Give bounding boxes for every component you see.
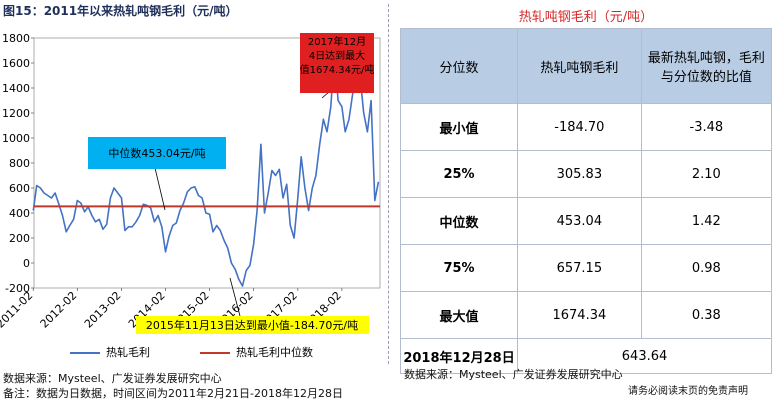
- row-label: 75%: [399, 244, 519, 292]
- legend-item-median: 热轧毛利中位数: [200, 344, 313, 360]
- max-annotation-line: 值1674.34元/吨: [300, 63, 375, 76]
- header-margin: 热轧吨钢毛利: [517, 28, 642, 104]
- y-tick-label: 1200: [2, 107, 30, 120]
- y-tick-label: 800: [9, 157, 30, 170]
- row-label: 最大值: [399, 291, 519, 339]
- latest-date: 2018年12月28日: [399, 338, 519, 374]
- row-ratio: 2.10: [640, 150, 773, 198]
- latest-value: 643.64: [517, 338, 772, 374]
- y-tick-label: 400: [9, 207, 30, 220]
- y-tick-label: 1600: [2, 57, 30, 70]
- row-value: 1674.34: [517, 291, 642, 339]
- max-annotation-line: 2017年12月: [308, 35, 366, 48]
- line-chart: -200 0 200 400 600 800 1000 1200 1400 1600 1800 201…: [0, 32, 381, 334]
- left-note: 备注：数据为日数据，时间区间为2011年2月21日-2018年12月28日: [3, 387, 343, 400]
- y-tick-label: 1800: [2, 32, 30, 45]
- x-tick-label: 2011-02: [0, 289, 35, 331]
- right-source: 数据来源：Mysteel、广发证券发展研究中心: [404, 368, 623, 381]
- max-annotation-line: 4日达到最大: [309, 49, 365, 62]
- legend-swatch-series: [70, 352, 100, 354]
- row-value: 305.83: [517, 150, 642, 198]
- min-annotation-leader: [229, 277, 241, 317]
- y-tick-label: 200: [9, 232, 30, 245]
- y-tick-label: 600: [9, 182, 30, 195]
- quantile-table: 分位数 热轧吨钢毛利 最新热轧吨钢，毛利与分位数的比值 最小值 -184.70 …: [399, 28, 773, 374]
- max-annotation-box: [300, 33, 374, 93]
- header-ratio: 最新热轧吨钢，毛利与分位数的比值: [640, 28, 773, 104]
- y-tick-label: -200: [5, 282, 30, 295]
- row-ratio: 1.42: [640, 197, 773, 245]
- row-ratio: -3.48: [640, 103, 773, 151]
- median-annotation-box: [88, 137, 226, 169]
- min-annotation-box: [136, 316, 369, 334]
- max-annotation-text: 2017年12月 4日达到最大值1674.34元/吨: [300, 35, 375, 76]
- chart-annotations: 2017年12月 4日达到最大值1674.34元/吨 中位数453.04元/吨 2…: [88, 33, 374, 334]
- table-row: 最小值 -184.70 -3.48: [399, 103, 773, 151]
- x-tick-label: 2012-02: [38, 289, 80, 331]
- left-source: 数据来源：Mysteel、广发证券发展研究中心: [3, 372, 222, 385]
- legend-item-series: 热轧毛利: [70, 344, 150, 360]
- median-annotation-leader: [154, 167, 166, 211]
- median-annotation-text: 中位数453.04元/吨: [108, 146, 205, 160]
- legend-label-median: 热轧毛利中位数: [236, 346, 313, 359]
- row-value: 657.15: [517, 244, 642, 292]
- table-header-row: 分位数 热轧吨钢毛利 最新热轧吨钢，毛利与分位数的比值: [399, 28, 773, 104]
- table-row: 最大值 1674.34 0.38: [399, 291, 773, 339]
- y-tick-label: 1400: [2, 82, 30, 95]
- disclaimer: 请务必阅读末页的免责声明: [628, 386, 748, 397]
- chart-series: [32, 52, 380, 287]
- row-label: 25%: [399, 150, 519, 198]
- y-tick-label: 1000: [2, 132, 30, 145]
- row-ratio: 0.38: [640, 291, 773, 339]
- y-tick-label: 0: [23, 257, 30, 270]
- legend-swatch-median: [200, 352, 230, 354]
- table-row: 25% 305.83 2.10: [399, 150, 773, 198]
- figure-title: 图15：2011年以来热轧吨钢毛利（元/吨）: [3, 4, 238, 18]
- row-value: -184.70: [517, 103, 642, 151]
- min-annotation-text: 2015年11月13日达到最小值-184.70元/吨: [146, 318, 358, 332]
- header-quantile: 分位数: [399, 28, 519, 104]
- series-line-margin: [32, 52, 380, 287]
- legend-label-series: 热轧毛利: [106, 346, 150, 359]
- panel-divider: [388, 4, 389, 364]
- x-tick-label: 2013-02: [82, 289, 124, 331]
- row-ratio: 0.98: [640, 244, 773, 292]
- row-value: 453.04: [517, 197, 642, 245]
- table-row: 75% 657.15 0.98: [399, 244, 773, 292]
- table-row: 中位数 453.04 1.42: [399, 197, 773, 245]
- row-label: 中位数: [399, 197, 519, 245]
- row-label: 最小值: [399, 103, 519, 151]
- table-title: 热轧吨钢毛利（元/吨）: [518, 10, 654, 25]
- table-latest-row: 2018年12月28日 643.64: [399, 338, 772, 374]
